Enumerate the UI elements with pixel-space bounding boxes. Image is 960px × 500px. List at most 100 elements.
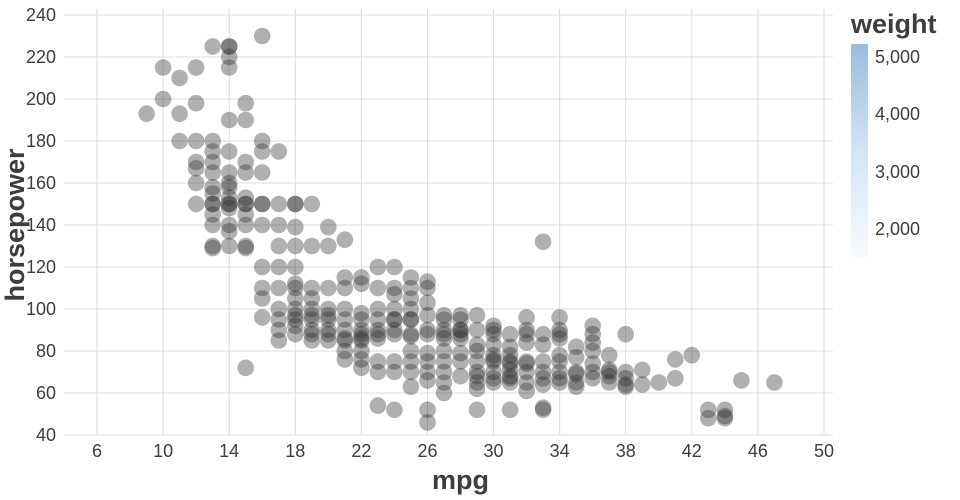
data-point — [353, 269, 370, 286]
data-point — [435, 307, 453, 324]
data-point — [171, 105, 188, 122]
x-tick-label: 14 — [219, 441, 239, 461]
data-point — [435, 342, 453, 360]
data-point — [386, 363, 403, 381]
data-point — [501, 361, 519, 379]
data-point — [534, 353, 552, 370]
data-point — [518, 363, 535, 381]
data-point — [303, 279, 321, 297]
data-point — [287, 195, 304, 213]
data-point — [452, 307, 469, 324]
data-point — [617, 376, 634, 393]
data-point — [534, 363, 552, 381]
x-tick-label: 46 — [748, 441, 768, 461]
data-point — [419, 344, 436, 362]
y-tick-label: 180 — [26, 131, 56, 151]
data-point — [419, 363, 436, 381]
data-point — [419, 279, 436, 297]
data-point — [419, 414, 436, 431]
x-tick-label: 50 — [814, 441, 834, 461]
data-point — [485, 346, 502, 364]
legend-tick-label: 4,000 — [875, 104, 921, 125]
data-point — [452, 321, 469, 339]
data-point — [237, 195, 254, 213]
data-point — [733, 372, 750, 389]
data-point — [683, 346, 701, 364]
data-point — [501, 353, 519, 370]
data-point — [336, 330, 354, 347]
data-point — [287, 307, 304, 324]
data-point — [452, 353, 469, 370]
data-point — [501, 338, 519, 356]
data-point — [584, 334, 601, 351]
data-point — [435, 353, 453, 370]
data-point — [270, 195, 288, 213]
data-point — [485, 351, 502, 368]
data-point — [204, 143, 221, 160]
data-point — [204, 216, 221, 234]
y-tick-label: 140 — [26, 215, 56, 235]
y-tick-label: 80 — [36, 341, 56, 361]
data-point — [369, 397, 387, 414]
data-point — [386, 258, 403, 276]
data-point — [419, 273, 436, 291]
data-point — [237, 111, 254, 129]
data-point — [204, 153, 221, 171]
data-point — [353, 330, 370, 347]
data-point — [419, 294, 436, 312]
data-point — [501, 367, 519, 385]
data-point — [138, 105, 155, 122]
data-point — [667, 351, 684, 368]
data-point — [270, 300, 288, 318]
data-point — [501, 346, 519, 364]
data-point — [386, 286, 403, 303]
data-point — [270, 311, 288, 328]
data-point — [287, 275, 304, 293]
data-point — [253, 258, 271, 276]
data-point — [220, 223, 238, 240]
data-point — [386, 279, 403, 297]
data-point — [600, 346, 618, 364]
data-point — [534, 376, 552, 393]
data-point — [303, 300, 321, 318]
data-point — [270, 279, 288, 297]
data-point — [600, 367, 618, 385]
data-point — [353, 275, 370, 293]
data-point — [551, 363, 568, 381]
data-point — [270, 332, 288, 349]
data-point — [518, 382, 535, 400]
data-point — [468, 374, 486, 391]
x-tick-label: 6 — [92, 441, 102, 461]
data-point — [187, 94, 205, 112]
data-point — [204, 178, 221, 196]
data-point — [534, 399, 552, 417]
data-point — [353, 321, 370, 339]
data-point — [253, 290, 271, 307]
data-point — [253, 279, 271, 297]
data-point — [402, 378, 420, 396]
data-point — [237, 189, 254, 206]
data-point — [369, 300, 387, 318]
data-point — [600, 374, 618, 391]
y-tick-label: 40 — [36, 425, 56, 445]
data-point — [369, 330, 387, 347]
data-point — [518, 325, 535, 343]
data-point — [485, 353, 502, 370]
x-axis-title: mpg — [432, 465, 489, 495]
data-point — [468, 363, 486, 381]
data-point — [303, 311, 321, 328]
data-point — [518, 355, 535, 372]
data-point — [220, 189, 238, 206]
data-point — [567, 349, 585, 366]
data-point — [154, 59, 172, 76]
data-point — [452, 325, 469, 343]
data-point — [419, 401, 436, 419]
data-point — [220, 164, 238, 181]
data-point — [402, 325, 420, 343]
data-point — [336, 321, 354, 339]
data-point — [551, 325, 568, 343]
y-tick-label: 60 — [36, 383, 56, 403]
data-point — [336, 279, 354, 297]
data-point — [253, 195, 271, 213]
